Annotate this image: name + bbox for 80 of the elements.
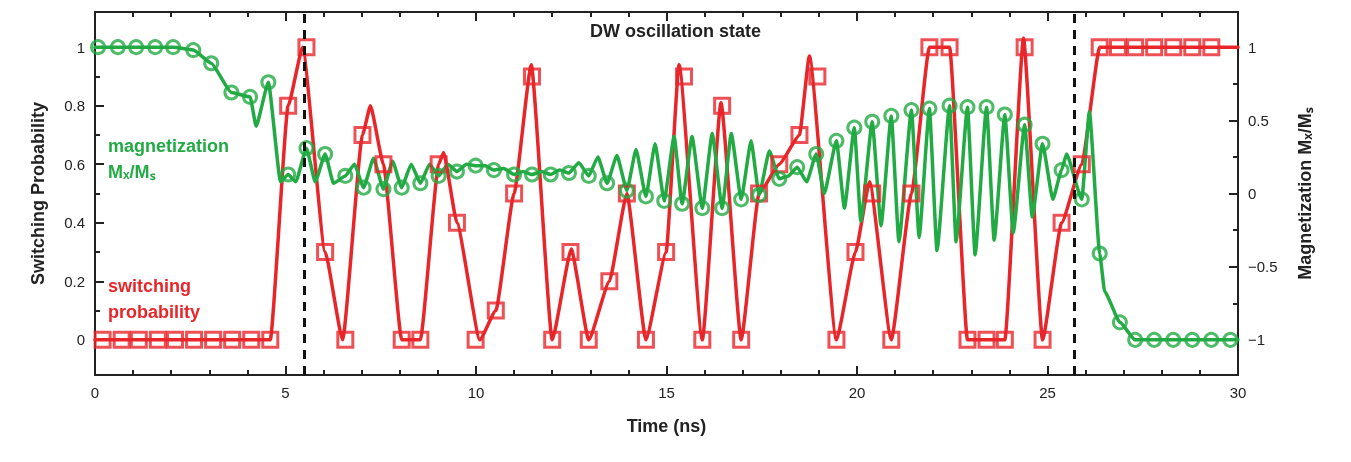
y2-tick-label: 0	[1248, 185, 1257, 202]
point	[600, 272, 619, 291]
point	[223, 330, 242, 349]
point	[1033, 330, 1052, 349]
point	[977, 330, 996, 349]
point	[579, 330, 598, 349]
point	[1108, 38, 1127, 57]
point	[1202, 38, 1221, 57]
point	[353, 125, 372, 144]
point	[204, 330, 223, 349]
x-tick-label: 5	[281, 384, 290, 401]
y2-tick-label: −1	[1248, 331, 1266, 349]
point	[693, 330, 712, 349]
y2-axis-title: Magnetization Mₓ/Mₛ	[1295, 107, 1315, 280]
x-tick-label: 15	[658, 384, 675, 401]
point	[261, 330, 280, 349]
y-tick-label: 0.6	[64, 155, 85, 173]
point	[827, 330, 846, 349]
point	[675, 67, 694, 86]
annotation: DW oscillation state	[589, 21, 762, 41]
y2-tick-label: −0.5	[1248, 258, 1278, 276]
series-label: switching probability	[108, 276, 201, 322]
x-tick-label: 10	[467, 384, 485, 401]
point	[242, 330, 261, 349]
point	[466, 330, 485, 349]
point	[1090, 38, 1109, 57]
point	[1015, 38, 1034, 57]
point	[713, 96, 732, 115]
point	[1126, 38, 1145, 57]
point	[166, 330, 185, 349]
x-tick-label: 20	[848, 384, 866, 401]
point	[863, 184, 882, 203]
point	[790, 125, 809, 144]
point	[920, 38, 939, 57]
point	[940, 38, 959, 57]
point	[374, 155, 393, 174]
series-label: magnetization Mₓ/Mₛ	[108, 136, 230, 182]
point	[523, 67, 542, 86]
point	[808, 67, 827, 86]
point	[279, 96, 298, 115]
point	[112, 330, 131, 349]
y-tick-label: 0.8	[64, 97, 85, 115]
x-axis-title: Time (ns)	[626, 416, 707, 436]
point	[1183, 38, 1202, 57]
y-axis-title: Switching Probability	[28, 101, 48, 286]
point	[995, 330, 1014, 349]
point	[657, 243, 676, 262]
y-tick-label: 0.2	[64, 272, 85, 290]
y-tick-label: 1	[76, 38, 85, 56]
point	[297, 38, 316, 57]
point	[185, 330, 204, 349]
point	[882, 330, 901, 349]
point	[336, 330, 355, 349]
point	[770, 155, 789, 174]
x-tick-label: 30	[1229, 384, 1247, 401]
point	[411, 330, 430, 349]
point	[958, 330, 977, 349]
point	[486, 301, 505, 320]
point	[1164, 38, 1183, 57]
point	[129, 330, 148, 349]
point	[148, 330, 167, 349]
y-tick-label: 0	[76, 331, 85, 349]
point	[561, 243, 580, 262]
point	[1052, 213, 1071, 232]
point	[505, 184, 524, 203]
point	[846, 243, 865, 262]
point	[732, 330, 751, 349]
point	[543, 330, 562, 349]
point	[447, 213, 466, 232]
y2-tick-label: 1	[1248, 38, 1257, 56]
point	[636, 330, 655, 349]
y-tick-label: 0.4	[64, 214, 85, 232]
point	[902, 184, 921, 203]
point	[93, 330, 112, 349]
point	[392, 330, 411, 349]
x-tick-label: 0	[90, 384, 100, 401]
point	[1145, 38, 1164, 57]
x-tick-label: 25	[1039, 384, 1056, 401]
point	[316, 243, 335, 262]
y2-tick-label: 0.5	[1248, 111, 1269, 129]
